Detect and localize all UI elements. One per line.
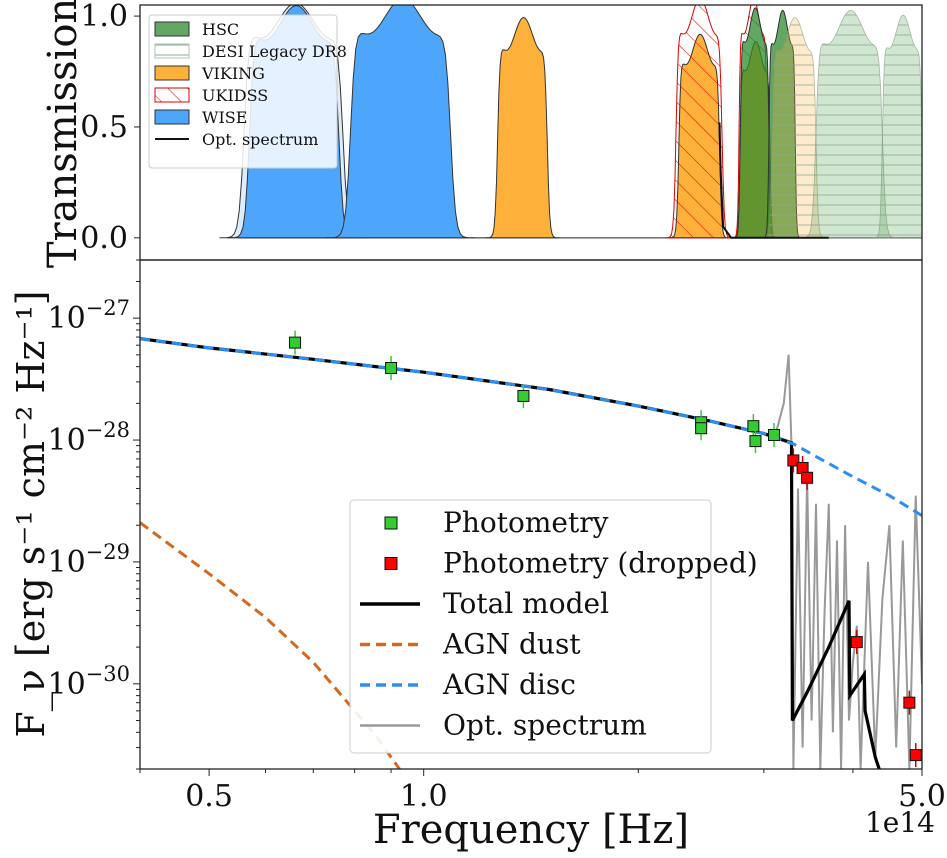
- sed-legend-label: Photometry (dropped): [443, 547, 758, 580]
- photometry-point: [289, 336, 302, 349]
- top-legend-label: Opt. spectrum: [202, 130, 318, 149]
- sed-legend-swatch-photometry: [384, 516, 398, 530]
- photometry-dropped-point: [909, 749, 922, 762]
- top-legend-label: WISE: [202, 108, 247, 127]
- ytick-label: 10−27: [47, 296, 130, 336]
- photometry-dropped-point: [787, 454, 800, 467]
- sed-legend-label: Total model: [443, 587, 609, 620]
- top-ylabel: Transmission: [40, 0, 86, 268]
- band-ukidss-j: [664, 5, 734, 239]
- sed-legend-label: Opt. spectrum: [443, 709, 647, 742]
- photometry-point: [749, 435, 762, 448]
- photometry-dropped-point: [850, 636, 863, 649]
- photometry-dropped-point: [801, 471, 814, 484]
- photometry-dropped-point: [903, 696, 916, 709]
- xtick-label: 0.5: [185, 779, 233, 814]
- band-wise-w2: [325, 5, 476, 239]
- photometry-point: [747, 420, 760, 433]
- legend-swatch-wise: [154, 109, 190, 125]
- sed-legend-label: AGN dust: [442, 628, 581, 661]
- legend-swatch-desi-legacy-dr8: [154, 43, 190, 59]
- ytick-label: 10−28: [47, 418, 130, 458]
- bottom-frame: [139, 259, 923, 770]
- transmission-panel: 0.0 0.5 1.0 HSC DESI Legacy DR8 VIKING UKIDSS W…: [80, 0, 923, 261]
- sed-panel: 0.5 1.0 5.010−3010−2910−2810−27PhotometryP…: [47, 259, 946, 814]
- top-ytick-label: 0.5: [80, 110, 128, 145]
- ytick-label: 10−29: [47, 540, 130, 580]
- photometry-point: [385, 361, 398, 374]
- band-viking-ks: [485, 16, 560, 239]
- opt-spectrum-line: [773, 354, 922, 769]
- bottom-ylabel: F_ν [erg s⁻¹ cm⁻² Hz⁻¹]: [9, 290, 54, 737]
- band-desi-legacy-dr8-i-hatch: [799, 10, 899, 238]
- top-legend-label: UKIDSS: [202, 86, 268, 105]
- top-legend-label: VIKING: [201, 64, 265, 83]
- sed-legend-swatch-photometry-dropped-: [384, 557, 398, 570]
- legend-swatch-hsc: [154, 21, 190, 37]
- top-ytick-label: 0.0: [80, 221, 128, 256]
- sed-legend-box: [349, 499, 712, 754]
- total-model-line: [140, 337, 881, 769]
- transmission-plot-area: [219, 5, 922, 239]
- sed-legend-label: AGN disc: [442, 668, 576, 701]
- top-legend-box: [148, 14, 338, 169]
- band-desi-legacy-dr8-r-hatch: [872, 15, 922, 238]
- top-legend-label: DESI Legacy DR8: [202, 42, 347, 61]
- top-spectrum-line: [718, 122, 829, 239]
- x-offset-text: 1e14: [865, 806, 935, 839]
- ytick-label: 10−30: [47, 662, 130, 702]
- photometry-point: [695, 422, 708, 435]
- photometry-point: [767, 428, 780, 441]
- xtick-label: 5.0: [898, 779, 946, 814]
- sed-legend: Photometry Photometry (dropped) Total mode…: [349, 499, 758, 754]
- top-legend: HSC DESI Legacy DR8 VIKING UKIDSS WISE Opt. s…: [148, 14, 347, 169]
- sed-legend-label: Photometry: [443, 506, 609, 539]
- photometry-point: [517, 389, 530, 402]
- top-legend-label: HSC: [202, 20, 239, 39]
- legend-swatch-ukidss: [154, 87, 190, 103]
- band-desi-legacy-dr8-z-hatch: [761, 17, 827, 238]
- agn-disc-line: [140, 337, 922, 517]
- xtick-label: 1.0: [400, 779, 448, 814]
- bottom-xlabel: Frequency [Hz]: [373, 807, 689, 853]
- top-ytick-label: 1.0: [80, 0, 128, 34]
- legend-swatch-viking: [154, 65, 190, 81]
